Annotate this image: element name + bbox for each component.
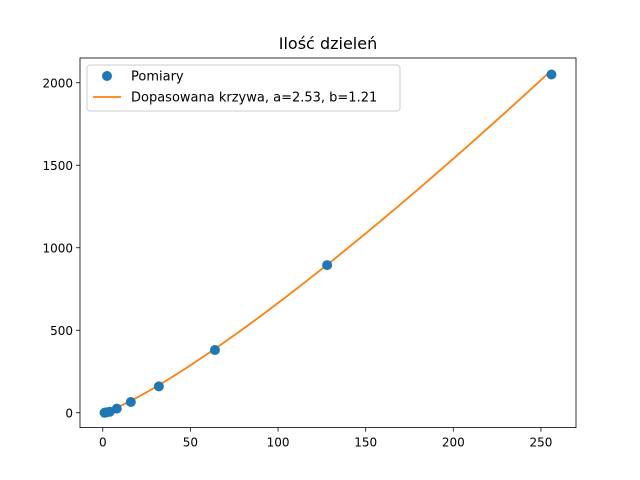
y-tick-label: 0 (65, 406, 73, 420)
legend-label-pomiary: Pomiary (131, 70, 184, 85)
data-point-marker (546, 69, 557, 80)
x-tick-label: 200 (442, 436, 465, 450)
chart-title: Ilość dzieleń (279, 34, 377, 53)
data-point-marker (153, 381, 164, 392)
y-tick-label: 1000 (42, 241, 73, 255)
x-tick-label: 0 (99, 436, 107, 450)
legend: Pomiary Dopasowana krzywa, a=2.53, b=1.2… (86, 64, 401, 112)
x-tick-label: 50 (183, 436, 198, 450)
plot-area (99, 69, 557, 418)
x-tick-label: 150 (354, 436, 377, 450)
x-tick-label: 250 (529, 436, 552, 450)
x-axis: 0 50 100 150 200 250 (99, 427, 552, 450)
y-tick-label: 500 (50, 324, 73, 338)
axes-frame (79, 57, 577, 429)
data-point-marker (322, 260, 333, 271)
legend-label-fit: Dopasowana krzywa, a=2.53, b=1.21 (131, 91, 377, 106)
x-tick-label: 100 (267, 436, 290, 450)
y-tick-label: 1500 (42, 159, 73, 173)
data-point-marker (209, 345, 220, 356)
data-point-marker (125, 397, 136, 408)
data-point-marker (111, 403, 122, 414)
legend-box (86, 64, 401, 112)
legend-marker-pomiary (102, 71, 112, 81)
y-axis: 0 500 1000 1500 2000 (42, 76, 80, 420)
y-tick-label: 2000 (42, 76, 73, 90)
